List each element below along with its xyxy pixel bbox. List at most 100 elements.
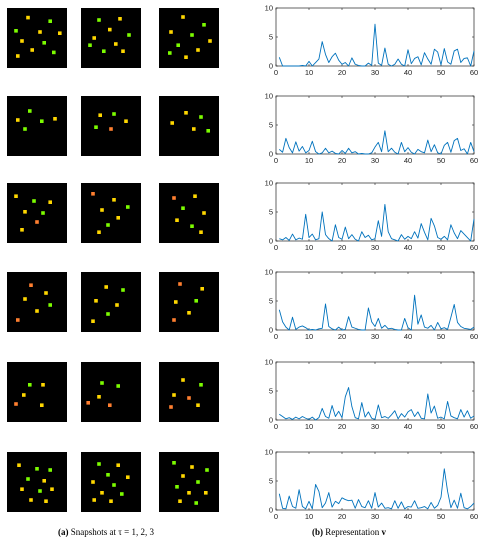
y-tick-label: 0	[269, 62, 273, 71]
snapshot-background	[159, 183, 219, 243]
snapshot-cell	[196, 48, 200, 52]
x-tick-label: 10	[305, 156, 313, 165]
snapshot-cell	[199, 115, 203, 119]
snapshot-cell	[23, 127, 27, 131]
x-tick-label: 0	[274, 332, 278, 341]
snapshot-grid	[0, 0, 250, 520]
x-tick-label: 20	[338, 332, 346, 341]
x-tick-label: 60	[470, 332, 478, 341]
snapshot-cell	[92, 36, 96, 40]
snapshot-3-3	[159, 183, 219, 243]
series-line	[278, 294, 475, 331]
snapshot-cell	[175, 485, 179, 489]
x-tick-label: 40	[404, 68, 412, 77]
snapshot-cell	[38, 489, 42, 493]
y-tick-label: 5	[269, 208, 273, 217]
caption-b-text: Representation	[325, 527, 380, 537]
y-tick-label: 0	[269, 416, 273, 425]
snapshot-background	[81, 183, 141, 243]
snapshot-cell	[118, 17, 122, 21]
caption-b-symbol: v	[381, 527, 386, 537]
x-tick-label: 50	[437, 422, 445, 431]
snapshot-cell	[108, 27, 112, 32]
representation-chart-4: 0 10 20 30 40 50 60 0 5 10	[265, 268, 479, 341]
snapshot-2-3	[159, 96, 219, 156]
snapshot-cell	[206, 129, 210, 133]
snapshot-cell	[20, 228, 24, 232]
snapshot-cell	[190, 33, 194, 37]
snapshot-cell	[178, 282, 182, 286]
snapshot-cell	[169, 30, 173, 34]
y-tick-label: 0	[269, 237, 273, 246]
snapshot-cell	[20, 39, 24, 43]
snapshot-cell	[48, 468, 52, 472]
snapshot-background	[7, 8, 67, 68]
snapshot-cell	[53, 117, 57, 121]
snapshot-cell	[29, 498, 33, 502]
snapshot-cell	[194, 299, 198, 303]
series-line	[279, 130, 475, 155]
snapshot-cell	[127, 33, 131, 37]
x-tick-label: 20	[338, 156, 346, 165]
snapshot-1-2	[81, 8, 141, 68]
snapshot-cell	[192, 127, 196, 131]
snapshot-cell	[98, 113, 102, 117]
snapshot-cell	[187, 396, 191, 400]
x-tick-label: 50	[437, 243, 445, 252]
caption-b-label: (b)	[312, 527, 323, 537]
y-tick-label: 10	[265, 92, 273, 101]
snapshot-1-3	[159, 8, 219, 68]
snapshot-cell	[170, 121, 174, 125]
snapshot-cell	[116, 463, 120, 467]
snapshot-cell	[42, 479, 46, 483]
x-tick-label: 40	[404, 243, 412, 252]
x-tick-label: 40	[404, 156, 412, 165]
representation-chart-2: 0 10 20 30 40 50 60 0 5 10	[265, 92, 479, 165]
snapshot-background	[159, 8, 219, 68]
snapshot-cell	[181, 378, 185, 382]
snapshot-cell	[190, 465, 194, 469]
snapshot-cell	[48, 19, 52, 23]
snapshot-cell	[26, 15, 30, 20]
snapshot-3-1	[7, 183, 67, 243]
snapshot-cell	[109, 127, 113, 131]
snapshot-cell	[169, 405, 173, 409]
snapshot-cell	[126, 475, 130, 479]
x-tick-label: 60	[470, 68, 478, 77]
snapshot-cell	[193, 194, 197, 198]
snapshot-cell	[94, 299, 98, 303]
snapshot-5-2	[81, 362, 141, 422]
snapshot-1-1	[7, 8, 67, 68]
representation-chart-6: 0 10 20 30 40 50 60 0 5 10	[265, 448, 479, 521]
snapshot-cell	[29, 283, 33, 287]
snapshot-cell	[112, 112, 116, 116]
snapshot-cell	[172, 461, 176, 465]
x-tick-label: 10	[305, 422, 313, 431]
y-tick-label: 10	[265, 448, 273, 457]
snapshot-cell	[32, 199, 36, 203]
snapshot-cell	[178, 499, 182, 503]
snapshot-background	[7, 96, 67, 156]
representation-plots: 0 10 20 30 40 50 60 0 5 10 0 10 20 30 40 50 60 0 5 10 0 10 20 3…	[250, 0, 484, 521]
x-tick-label: 30	[371, 68, 379, 77]
x-tick-label: 20	[338, 512, 346, 520]
snapshot-background	[7, 183, 67, 243]
snapshot-cell	[91, 319, 95, 323]
snapshot-cell	[106, 312, 110, 316]
snapshot-cell	[88, 43, 92, 47]
axes-box	[275, 182, 475, 242]
snapshot-cell	[174, 300, 178, 304]
snapshot-background	[159, 452, 219, 512]
x-tick-label: 10	[305, 243, 313, 252]
snapshot-cell	[116, 216, 120, 220]
x-tick-label: 40	[404, 512, 412, 520]
snapshot-cell	[181, 206, 185, 210]
x-tick-label: 0	[274, 422, 278, 431]
snapshot-background	[81, 362, 141, 422]
representation-chart-3: 0 10 20 30 40 50 60 0 5 10	[265, 179, 479, 252]
snapshot-cell	[94, 125, 98, 129]
snapshot-cell	[16, 318, 20, 322]
x-tick-label: 0	[274, 512, 278, 520]
snapshot-cell	[97, 395, 101, 399]
snapshot-cell	[190, 224, 194, 228]
